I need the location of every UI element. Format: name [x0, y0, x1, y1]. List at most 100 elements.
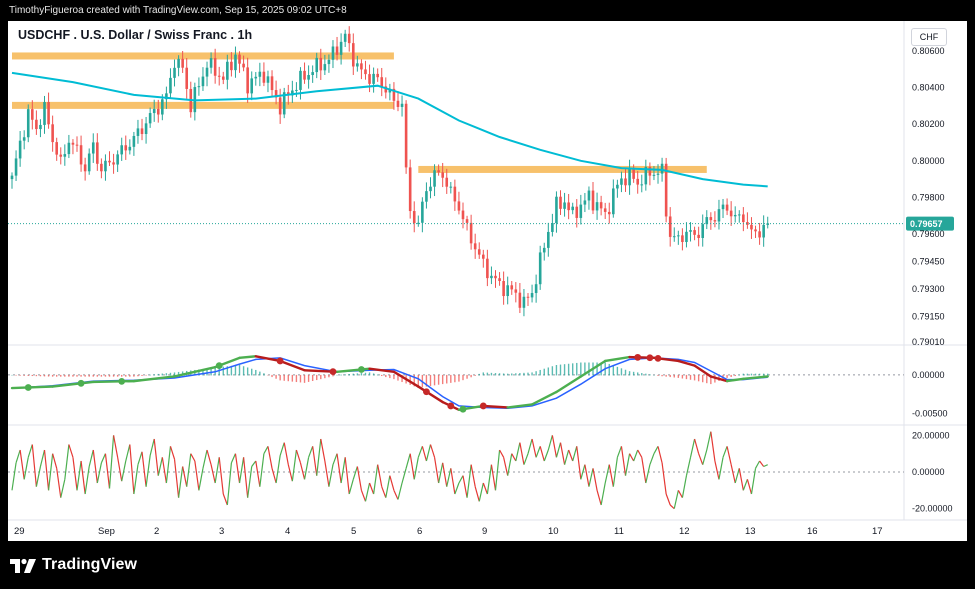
candle-body	[372, 73, 375, 84]
oscillator-line-segment	[68, 444, 74, 458]
cross-marker	[479, 402, 487, 410]
chart-frame[interactable]: 0.79657 0.80600 0.80400 0.80200 0.80000 0.798…	[8, 21, 967, 541]
candle-body	[567, 202, 570, 211]
oscillator-line-segment	[190, 453, 196, 462]
oscillator-line-segment	[722, 446, 728, 458]
oscillator-line-segment	[694, 438, 700, 454]
candle-body	[205, 67, 209, 77]
oscillator-line-segment	[11, 462, 17, 491]
candle-body	[75, 144, 79, 146]
candle-body	[67, 142, 71, 155]
oscillator-line-segment	[523, 453, 529, 465]
oscillator-line-segment	[238, 457, 245, 484]
candle-body	[156, 108, 160, 115]
candle-body	[656, 173, 660, 175]
oscillator-line-segment	[559, 442, 566, 465]
oscillator-line-segment	[515, 442, 521, 462]
candle-body	[555, 196, 558, 224]
oscillator-line-segment	[588, 468, 594, 487]
candle-body	[457, 201, 461, 211]
oscillator-line-segment	[657, 446, 663, 463]
candle-body	[22, 137, 26, 141]
oscillator-line-segment	[474, 486, 480, 502]
candle-body	[709, 217, 713, 221]
candle-body	[165, 93, 168, 100]
oscillator-line-segment	[52, 453, 58, 469]
tradingview-logo[interactable]: TradingView	[10, 555, 137, 575]
time-tick-label: 17	[872, 526, 883, 537]
oscillator-line-segment	[494, 449, 501, 491]
candle-body	[388, 88, 392, 93]
candle-body	[717, 209, 721, 222]
candle-body	[701, 224, 705, 238]
oscillator-line-segment	[23, 457, 29, 480]
candle-body	[230, 61, 233, 71]
oscillator-line-segment	[755, 460, 761, 469]
oscillator-line-segment	[153, 438, 159, 476]
oscillator-line-segment	[96, 462, 102, 484]
candle-body	[213, 58, 217, 76]
candle-body	[461, 210, 465, 220]
candle-body	[449, 186, 453, 188]
candle-body	[733, 214, 737, 217]
macd-line-segment	[238, 355, 257, 360]
candle-body	[681, 235, 684, 243]
oscillator-line-segment	[730, 464, 736, 484]
candle-body	[55, 142, 58, 155]
oscillator-line-segment	[316, 438, 322, 476]
oscillator-line-segment	[551, 435, 558, 458]
oscillator-line-segment	[547, 435, 553, 451]
oscillator-line-segment	[689, 438, 696, 458]
candle-body	[217, 75, 221, 77]
oscillator-line-segment	[466, 464, 472, 498]
oscillator-line-segment	[312, 446, 318, 476]
oscillator-line-segment	[568, 449, 574, 462]
candle-body	[238, 54, 241, 64]
price-tick-label: 0.79800	[912, 192, 945, 202]
oscillator-line-segment	[499, 449, 505, 458]
candle-body	[486, 258, 489, 279]
candle-body	[51, 124, 54, 143]
oscillator-line-segment	[64, 444, 70, 480]
macd-line-segment	[603, 355, 631, 363]
oscillator-line-segment	[527, 438, 533, 454]
candle-body	[234, 54, 237, 71]
candle-body	[705, 217, 709, 225]
candle-body	[59, 154, 63, 157]
oscillator-line-segment	[685, 457, 692, 476]
candle-body	[644, 166, 648, 185]
candle-body	[437, 170, 440, 173]
credit-text: TimothyFigueroa created with TradingView…	[9, 5, 347, 16]
time-tick-label: 3	[219, 526, 224, 537]
candle-body	[477, 249, 481, 255]
candle-body	[425, 191, 428, 202]
symbol-title[interactable]: USDCHF . U.S. Dollar / Swiss Franc . 1h	[18, 28, 253, 42]
oscillator-line-segment	[186, 453, 192, 487]
candle-body	[148, 113, 152, 124]
macd-line-segment	[693, 364, 713, 378]
oscillator-line-segment	[584, 464, 590, 487]
macd-line-segment	[51, 380, 95, 388]
oscillator-line-segment	[182, 466, 188, 487]
oscillator-line-segment	[706, 431, 712, 451]
chart-canvas[interactable]: 0.79657 0.80600 0.80400 0.80200 0.80000 0.798…	[8, 21, 967, 541]
candle-body	[201, 76, 205, 87]
oscillator-line-segment	[645, 464, 651, 484]
oscillator-line-segment	[734, 468, 740, 484]
candle-body	[266, 76, 270, 83]
oscillator-line-segment	[125, 444, 131, 462]
candle-body	[360, 63, 363, 70]
time-tick-label: 13	[745, 526, 756, 537]
candle-body	[351, 43, 355, 67]
oscillator-line-segment	[511, 453, 517, 462]
oscillator-line-segment	[263, 446, 269, 454]
candle-body	[534, 284, 538, 294]
oscillator-line-segment	[141, 451, 147, 487]
oscillator-line-segment	[580, 464, 586, 480]
candle-body	[404, 103, 408, 168]
candle-body	[636, 178, 640, 185]
time-tick-label: 16	[807, 526, 818, 537]
candle-body	[303, 70, 306, 80]
oscillator-line-segment	[177, 466, 184, 498]
currency-button[interactable]: CHF	[911, 28, 947, 46]
